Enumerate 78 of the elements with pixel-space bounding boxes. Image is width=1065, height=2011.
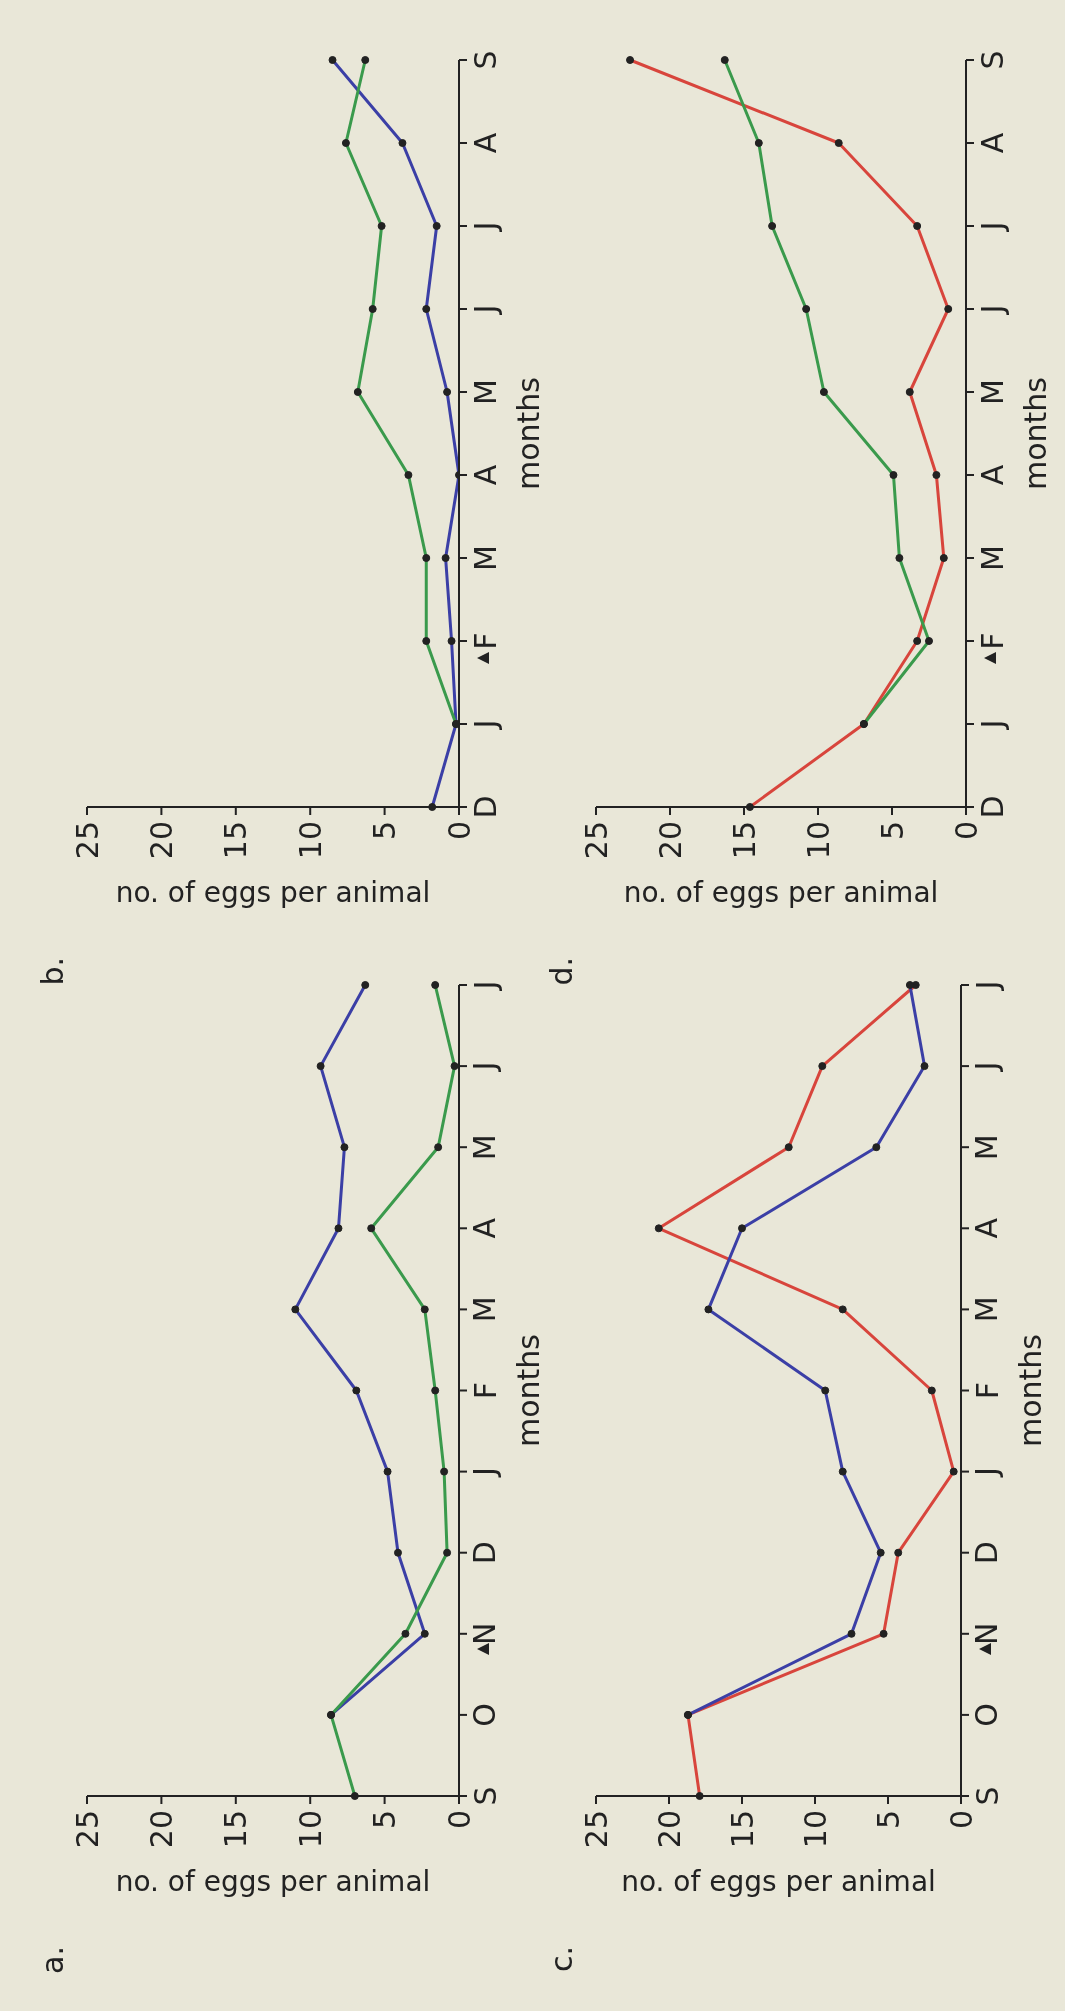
y-tick-label: O [969,1703,1005,1727]
x-tick-label: 20 [652,821,688,860]
y-tick-label: N [467,1622,503,1646]
y-tick-label: F [467,632,503,650]
text: b. [35,957,70,986]
y-tick-label: S [974,50,1010,70]
x-tick-label: 5 [874,821,910,841]
text: d. [544,957,579,986]
x-tick-label: 5 [367,1810,403,1830]
x-axis-title: no. of eggs per animal [114,1865,432,1898]
y-tick-label: S [467,50,503,70]
x-tick-label: 5 [870,1810,906,1830]
x-tick-label: 0 [948,821,984,841]
x-axis-title: no. of eggs per animal [114,876,432,909]
y-tick-label: D [969,1541,1005,1565]
y-tick-label: M [467,545,503,571]
x-tick-label: 15 [724,1810,760,1849]
x-tick-label: 15 [726,821,762,860]
y-tick-label: J [974,304,1010,316]
y-tick-label: J [467,1467,503,1479]
x-tick-label: 25 [578,821,614,860]
x-tick-label: 25 [578,1810,614,1849]
x-tick-label: 0 [943,1810,979,1830]
y-tick-label: A [974,132,1010,154]
y-tick-label: J [969,1061,1005,1073]
x-tick-label: 15 [218,821,254,860]
y-axis-title: months [1018,376,1053,492]
text: a. [35,1946,70,1974]
y-tick-label: O [467,1703,503,1727]
x-tick-label: 20 [651,1810,687,1849]
y-axis-title: months [511,1333,546,1449]
x-tick-label: 20 [143,821,179,860]
y-tick-label: J [969,980,1005,992]
y-tick-label: J [969,1467,1005,1479]
y-tick-label: J [467,221,503,233]
x-tick-label: 5 [367,821,403,841]
y-tick-label: J [467,719,503,731]
y-tick-label: F [467,1381,503,1400]
y-tick-label: J [467,1061,503,1073]
x-tick-label: 15 [218,1810,254,1849]
y-tick-label: A [969,1217,1005,1239]
x-tick-label: 10 [292,821,328,860]
y-axis-title: months [1013,1333,1048,1449]
x-tick-label: 25 [69,821,105,860]
y-tick-label: M [467,1134,503,1161]
y-tick-label: N [969,1622,1005,1646]
y-tick-label: M [467,1296,503,1323]
y-tick-label: J [467,304,503,316]
x-tick-label: 10 [800,821,836,860]
y-tick-label: M [467,379,503,405]
y-tick-label: J [974,221,1010,233]
y-tick-label: J [467,980,503,992]
x-tick-label: 25 [69,1810,105,1849]
y-tick-label: J [974,719,1010,731]
y-tick-label: D [467,795,503,819]
y-tick-label: D [467,1541,503,1565]
y-tick-label: D [974,795,1010,819]
x-tick-label: 20 [143,1810,179,1849]
x-tick-label: 10 [292,1810,328,1849]
y-tick-label: M [969,1296,1005,1323]
y-tick-label: M [969,1134,1005,1161]
x-tick-label: 10 [797,1810,833,1849]
y-tick-label: M [974,545,1010,571]
text: c. [544,1946,579,1973]
x-axis-title: no. of eggs per animal [620,1865,937,1898]
y-tick-label: F [969,1381,1005,1400]
y-tick-label: A [974,464,1010,486]
x-tick-label: 0 [441,1810,477,1830]
y-axis-title: months [511,376,546,492]
y-tick-label: A [467,464,503,486]
y-tick-label: S [969,1786,1005,1806]
y-tick-label: S [467,1786,503,1806]
y-tick-label: A [467,1217,503,1239]
y-tick-label: F [974,632,1010,650]
x-tick-label: 0 [441,821,477,841]
y-tick-label: M [974,379,1010,405]
x-axis-title: no. of eggs per animal [622,876,940,909]
y-tick-label: A [467,132,503,154]
